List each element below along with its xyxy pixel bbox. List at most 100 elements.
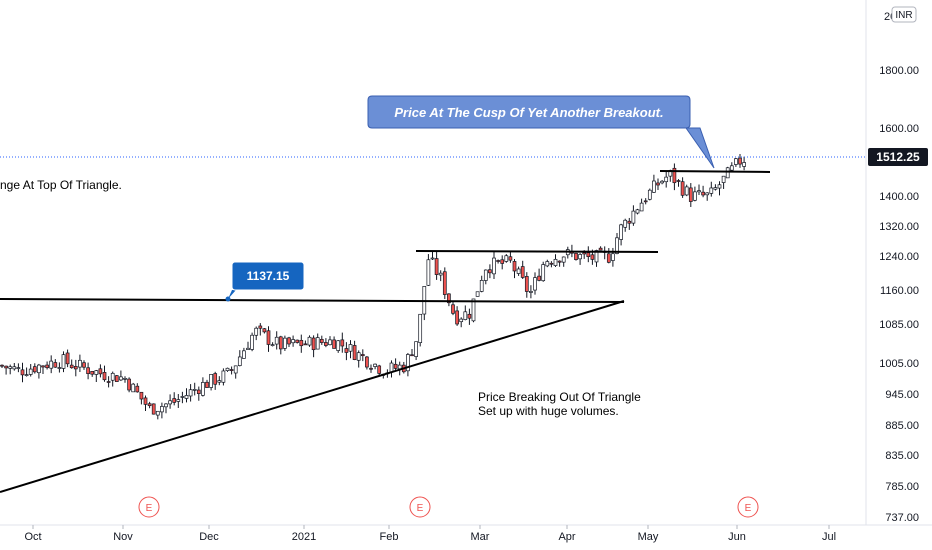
candle-body (319, 338, 324, 343)
candle-body (110, 372, 115, 381)
candle-body (233, 365, 238, 374)
candle-body (500, 259, 505, 264)
candle-body (250, 334, 254, 350)
candle-body (660, 180, 664, 184)
candle-body (561, 256, 566, 263)
earnings-marker[interactable]: E (737, 496, 759, 518)
plot-area[interactable]: 1137.15 Price At The Cusp Of Yet Another… (0, 95, 866, 518)
candle-body (520, 266, 525, 278)
candle-body (155, 410, 160, 416)
candle-body (397, 364, 402, 370)
candle-body (709, 187, 714, 194)
price-tick-label: 1240.00 (879, 251, 919, 263)
range-top-line[interactable] (415, 250, 659, 253)
candle-body (410, 354, 414, 357)
candle-body (184, 395, 189, 399)
candle-body (143, 397, 148, 405)
candle-body (73, 366, 78, 370)
candle-body (434, 258, 439, 275)
candle-body (283, 337, 287, 349)
price-label-tag[interactable]: 1137.15 (225, 261, 305, 302)
candle-body (221, 370, 226, 383)
currency-label: INR (895, 10, 912, 21)
candle-body (114, 375, 119, 382)
candle-body (287, 337, 291, 345)
candle-body (61, 354, 66, 369)
candle-body (389, 362, 394, 373)
candle-body (684, 186, 689, 196)
candle-body (24, 374, 29, 377)
currency-badge[interactable]: INR (891, 6, 917, 23)
candle-body (213, 373, 218, 385)
candle-body (697, 190, 701, 193)
candle-body (139, 391, 144, 400)
candle-body (303, 343, 308, 346)
earnings-marker[interactable]: E (409, 496, 431, 518)
candle-body (45, 364, 49, 369)
candle-body (606, 253, 611, 263)
candle-body (82, 362, 86, 368)
candle-body (172, 398, 177, 403)
candle-body (229, 369, 234, 371)
candle-body (643, 200, 648, 203)
time-tick-label: Oct (24, 531, 41, 543)
time-axis[interactable]: Oct Nov Dec 2021 Feb Mar Apr May Jun Jul (0, 524, 932, 543)
candle-body (533, 277, 537, 291)
candle-body (4, 365, 8, 369)
candle-body (237, 356, 242, 366)
candle-body (270, 344, 275, 347)
candle-body (352, 345, 357, 360)
candle-body (201, 382, 205, 396)
candle-body (192, 389, 197, 391)
last-price-text: 1512.25 (876, 150, 920, 164)
candle-body (246, 347, 250, 350)
candle-body (180, 396, 185, 398)
candle-body (676, 180, 681, 182)
candle-body (78, 359, 82, 368)
earnings-marker[interactable]: E (138, 496, 160, 518)
candle-body (340, 339, 345, 347)
candle-body (455, 310, 459, 325)
candle-body (135, 385, 140, 393)
time-tick-label: Mar (471, 531, 490, 543)
candle-body (475, 291, 480, 297)
price-tick-label: 1005.00 (879, 358, 919, 370)
breakout-callout[interactable]: Price At The Cusp Of Yet Another Breakou… (367, 95, 715, 169)
candle-body (418, 313, 423, 343)
candle-body (738, 157, 742, 165)
candle-body (225, 367, 230, 371)
candle-body (348, 344, 353, 352)
candle-body (324, 342, 328, 346)
candle-body (123, 378, 127, 380)
time-tick-label: 2021 (292, 531, 316, 543)
candle-body (504, 255, 509, 262)
candle-body (414, 341, 418, 357)
time-tick-label: Nov (113, 531, 133, 543)
price-axis[interactable]: 201800.001600.001400.001320.001240.00116… (865, 0, 932, 550)
left-note-text: nge At Top Of Triangle. (0, 178, 122, 192)
candle-body (311, 337, 316, 351)
candle-body (508, 256, 513, 261)
price-tick-label: 835.00 (885, 450, 919, 462)
candle-body (467, 313, 472, 319)
candle-body (377, 365, 382, 374)
triangle-bottom-line[interactable] (0, 300, 625, 493)
breakout-level-line[interactable] (659, 170, 771, 173)
candle-body (20, 369, 25, 376)
candle-body (168, 400, 172, 405)
candle-body (537, 275, 541, 281)
candle-body (721, 175, 726, 183)
breakout-note-line2: Set up with huge volumes. (478, 404, 619, 418)
candle-body (16, 367, 21, 369)
candle-body (262, 328, 267, 333)
candle-body (205, 381, 209, 388)
candle-body (619, 224, 623, 240)
candle-body (278, 336, 283, 350)
candle-body (8, 366, 13, 369)
candle-body (652, 180, 656, 193)
candle-body (647, 189, 652, 200)
candle-body (557, 260, 562, 263)
triangle-top-line[interactable] (0, 298, 625, 303)
price-label-text: 1137.15 (247, 269, 290, 283)
